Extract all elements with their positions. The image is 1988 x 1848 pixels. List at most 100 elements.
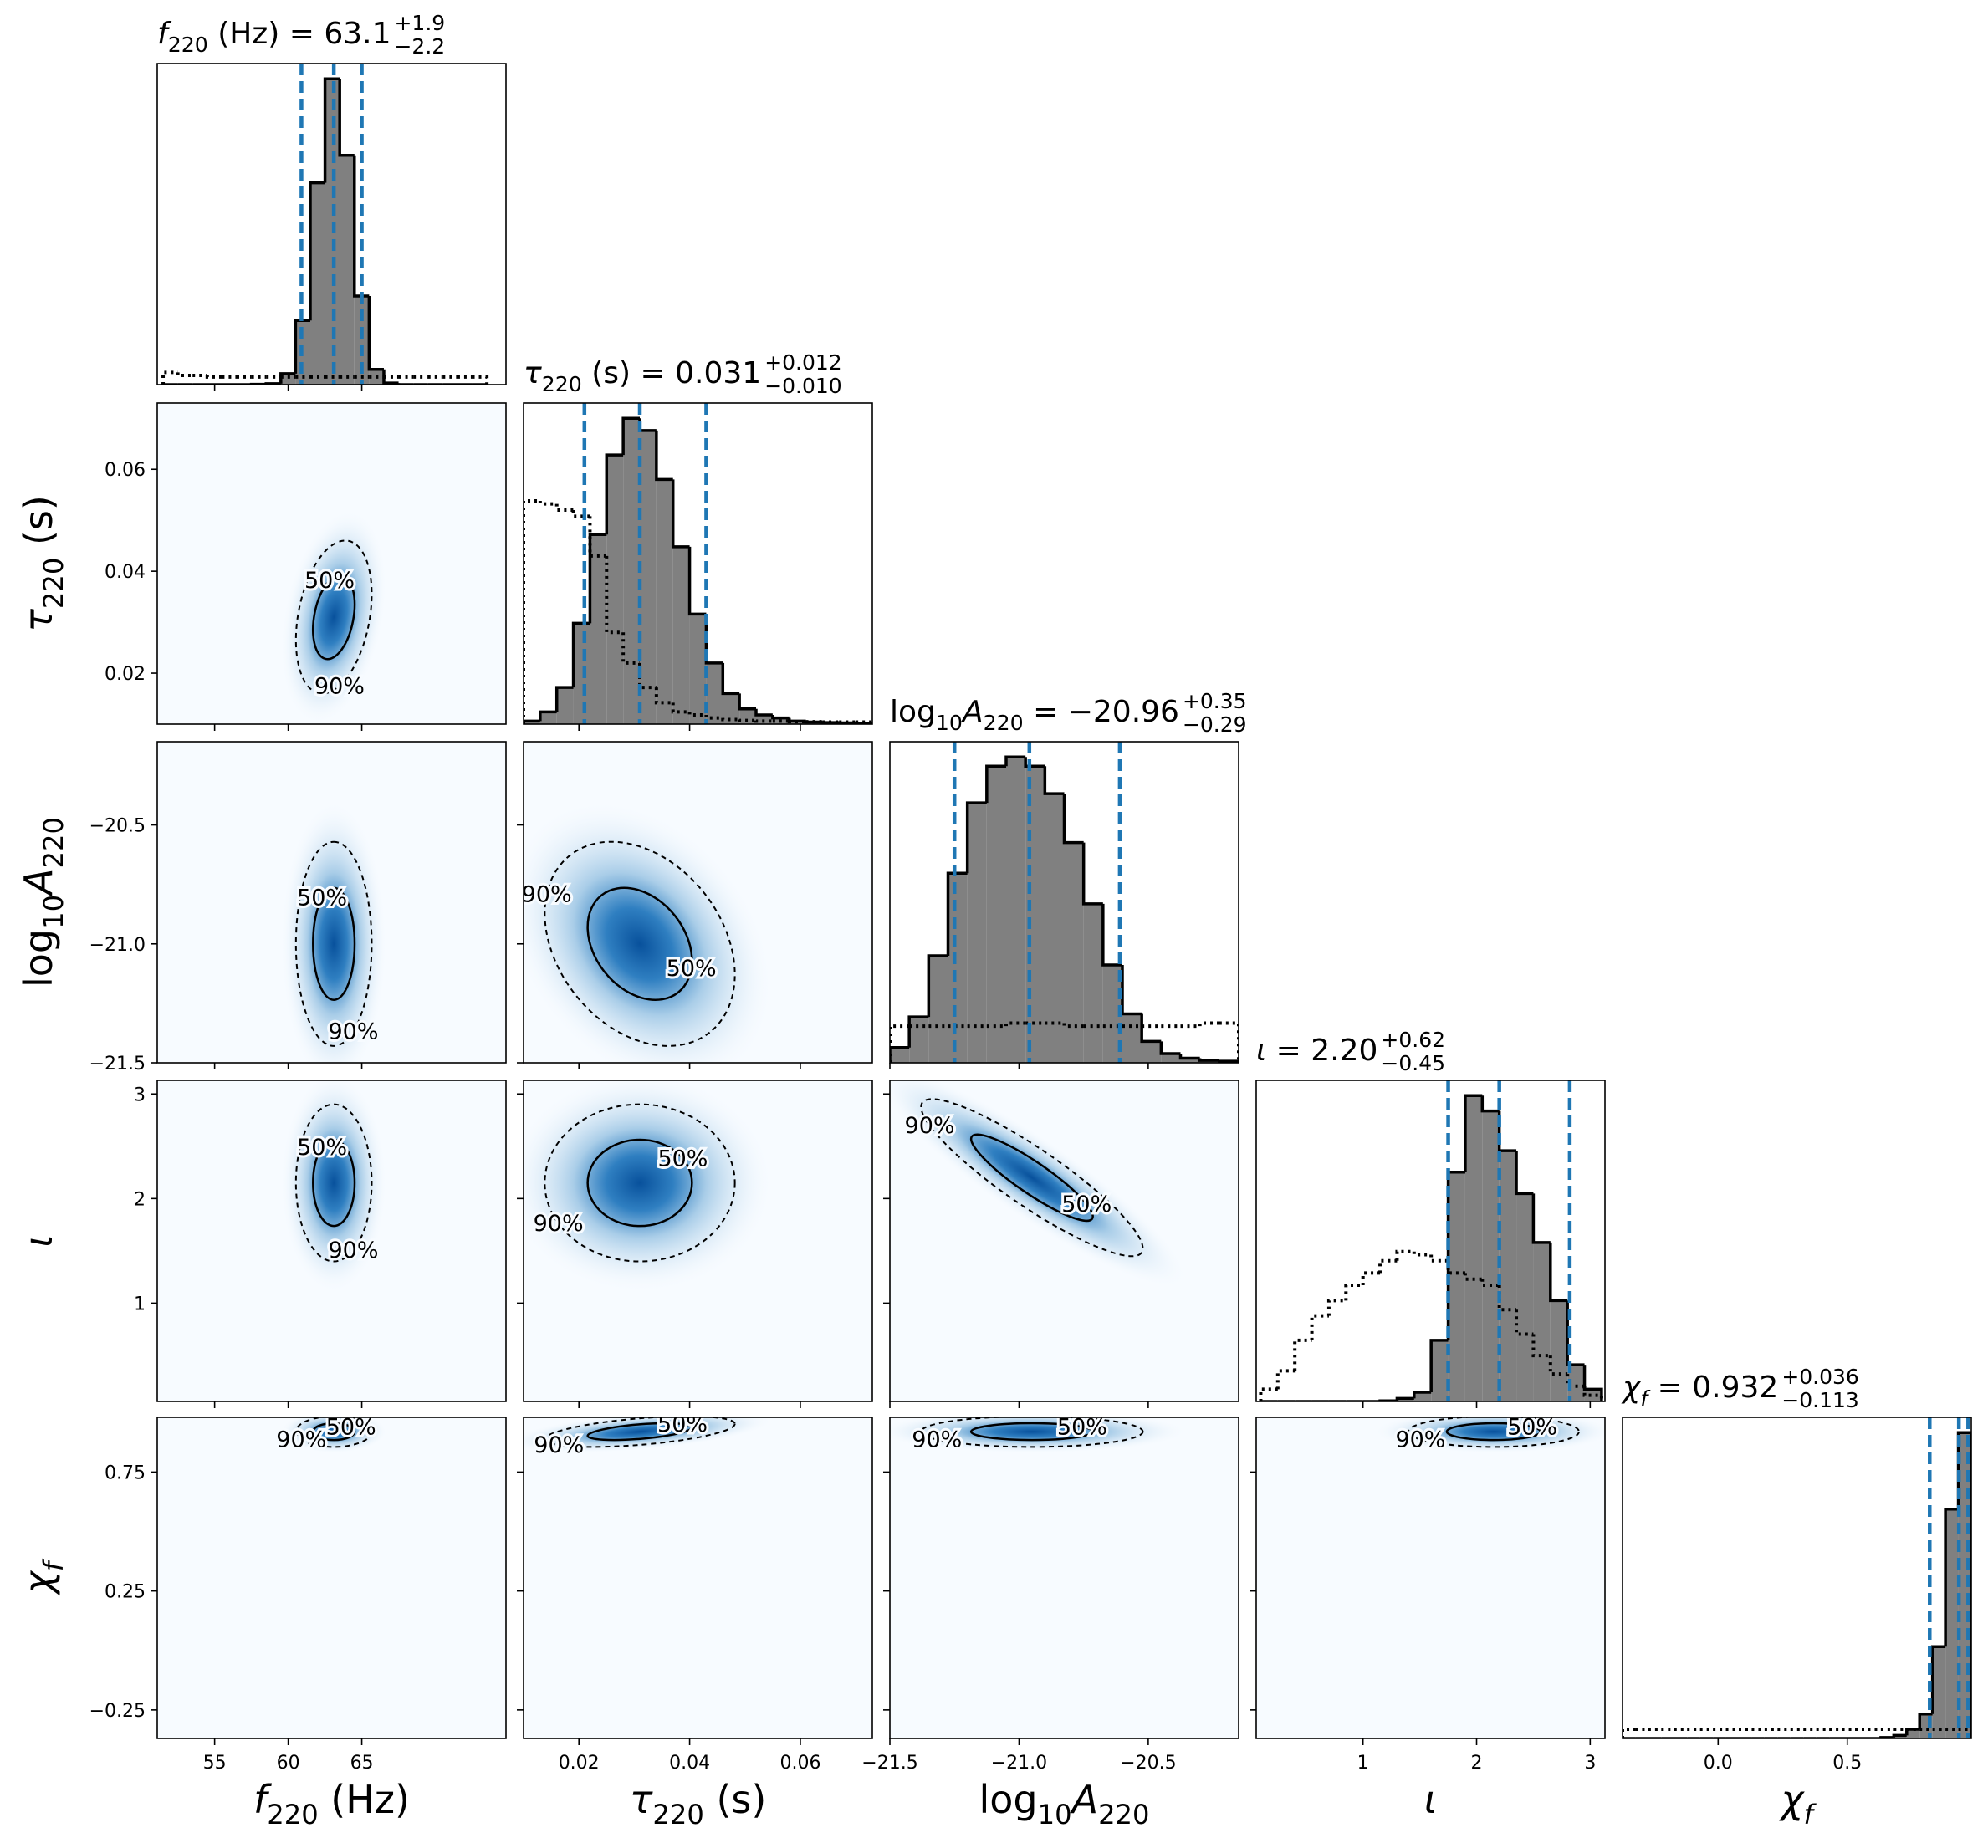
density-panel: 50% 90% [280,801,387,1063]
label-part: log [890,695,936,729]
hist-outline [605,453,624,535]
contour [586,886,693,1002]
panel-frame [523,741,873,1064]
y-axis-label: τ220 (s) [16,495,69,632]
contour-label: 90% [328,1018,378,1044]
panel-frame [889,1080,1239,1402]
hist-bar [606,455,624,724]
label-part: (s) [582,356,631,391]
hist-bar [340,155,355,385]
hist-outline [1918,1712,1933,1730]
panel-frame [1255,1080,1606,1402]
y-tick-label: 0.25 [105,1582,146,1603]
prior-outline [571,510,590,518]
hist-outline [1062,794,1084,845]
contour [586,1138,693,1228]
hist-outline [1944,1507,1959,1647]
label-part: (s) [16,495,61,557]
title-err-plus: +1.9 [394,11,445,35]
density-group [890,1417,1188,1453]
hist-bar [1180,1058,1200,1063]
hist-bar [1906,1729,1920,1738]
hist-bar [556,687,574,724]
hist-group [1623,1417,1971,1738]
hist-outline [721,662,740,696]
hist-outline [588,533,607,624]
label-part: τ [524,356,542,391]
density-group [280,1417,387,1453]
contour-label: 50% [1057,1414,1107,1440]
hist-bar [1464,1095,1483,1401]
panel-frame [889,1417,1239,1739]
label-subscript: 220 [168,33,208,57]
title-value: = 0.932 [1648,1371,1778,1405]
prior-outline [1310,1314,1329,1340]
hist-bar [1482,1110,1500,1401]
y-axis-label: ι [16,1234,61,1248]
hist-bar [590,534,607,724]
prior-outline [654,687,673,705]
x-tick-label: 0.04 [669,1753,710,1774]
prior-outline [1412,1251,1432,1257]
y-tick-label: 0.06 [105,460,146,481]
label-subscript: 220 [38,558,69,609]
contour [312,1138,356,1228]
prior-outline [671,702,690,714]
density-group [280,1080,387,1293]
density-group [524,801,773,1063]
y-tick-label: 2 [134,1189,146,1210]
density-panel: 50% 90% [1374,1417,1605,1456]
prior-outline [621,632,640,665]
hist-bar [354,295,370,385]
hist-outline [655,430,673,482]
hist-outline [1464,1094,1483,1172]
prior-outline [1515,1309,1534,1336]
prior-outline [538,501,557,506]
panel-title: χf = 0.932 [1621,1371,1778,1411]
hist-bar [1122,1013,1142,1063]
panel-title: τ220 (s) = 0.031 [524,356,761,396]
label-subscript: 220 [1098,1799,1149,1830]
prior-outline [687,712,707,717]
density-group [1374,1417,1605,1453]
contour [294,1417,373,1448]
contour-label: 90% [1395,1427,1445,1453]
hist-bar [1584,1389,1602,1401]
panel-title: log10A220 = −20.96 [890,695,1179,735]
label-subscript: 220 [542,372,582,396]
label-part: A [1070,1777,1098,1822]
contour [1407,1417,1580,1448]
hist-outline [1004,755,1026,767]
hist-bar [1006,757,1026,1063]
density-blob [524,801,773,1063]
contour-label: 50% [667,956,717,982]
x-axis-label: f220 (Hz) [253,1777,410,1830]
prior-outline [1344,1284,1363,1301]
hist-outline [965,801,987,874]
contour-label: 50% [657,1146,708,1172]
hist-outline [1582,1365,1603,1401]
panel-frame [523,1417,873,1739]
contour-label: 90% [522,881,572,907]
hist-bar [948,873,968,1063]
prior-outline [704,715,723,720]
hist-outline [1892,1733,1907,1738]
x-tick-label: 1 [1357,1753,1369,1774]
title-err-minus: −0.113 [1781,1388,1859,1412]
hist-bar [1567,1365,1585,1401]
prior-outline [1480,1279,1500,1288]
x-tick-label: 0.06 [779,1753,820,1774]
panel-frame [1255,1417,1606,1739]
hist-bar [524,721,540,724]
hist-bar [656,479,673,724]
contour [586,1422,693,1442]
panel-frame [1622,1417,1972,1739]
hist-outline [907,1015,929,1048]
panel-frame [523,402,873,725]
contour [294,539,373,695]
y-tick-label: 3 [134,1085,146,1105]
hist-bar [928,956,948,1063]
contour [312,574,356,661]
x-tick-label: 2 [1471,1753,1483,1774]
